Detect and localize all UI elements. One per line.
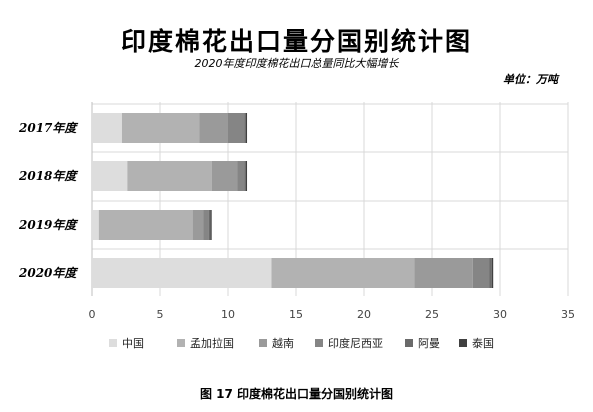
x-tick-label: 15 <box>289 308 303 321</box>
legend-swatch <box>259 339 267 347</box>
bar-segment <box>237 161 245 191</box>
bar-segment <box>489 258 492 288</box>
legend-swatch <box>109 339 117 347</box>
bar-segment <box>211 161 238 191</box>
x-tick-label: 35 <box>561 308 575 321</box>
category-label: 2020年度 <box>18 266 78 280</box>
x-tick-label: 20 <box>357 308 371 321</box>
x-tick-label: 25 <box>425 308 439 321</box>
bar-segment <box>244 113 246 143</box>
bar-segment <box>245 161 248 191</box>
figure-caption: 图 17 印度棉花出口量分国别统计图 <box>199 387 394 401</box>
bar-segment <box>414 258 473 288</box>
legend-swatch <box>405 339 413 347</box>
legend-label: 中国 <box>122 337 144 350</box>
category-label: 2018年度 <box>18 169 78 183</box>
bar-segment <box>271 258 415 288</box>
chart-subtitle: 2020年度印度棉花出口总量同比大幅增长 <box>194 57 399 70</box>
x-tick-label: 5 <box>157 308 164 321</box>
legend-label: 越南 <box>272 336 294 350</box>
x-tick-label: 30 <box>493 308 507 321</box>
x-tick-label: 0 <box>89 308 96 321</box>
bar-segment <box>199 113 228 143</box>
legend-swatch <box>315 339 323 347</box>
bar-segment <box>472 258 490 288</box>
bar-segment <box>203 210 209 240</box>
legend-label: 孟加拉国 <box>190 336 234 350</box>
legend-swatch <box>459 339 467 347</box>
unit-label: 单位：万吨 <box>503 73 558 86</box>
bar-segment <box>228 113 245 143</box>
chart-title: 印度棉花出口量分国别统计图 <box>120 27 472 56</box>
bar-segment <box>208 210 211 240</box>
x-tick-label: 10 <box>221 308 235 321</box>
bar-segment <box>98 210 193 240</box>
category-label: 2017年度 <box>18 121 78 135</box>
bar-segment <box>127 161 212 191</box>
legend-label: 阿曼 <box>418 337 440 350</box>
bar-segment <box>121 113 200 143</box>
bar-segment <box>92 113 122 143</box>
bar-segment <box>92 258 272 288</box>
bar-segment <box>92 161 128 191</box>
legend-label: 泰国 <box>472 336 494 350</box>
bar-segment <box>244 161 246 191</box>
bar-segment <box>245 113 248 143</box>
bar-segment <box>192 210 204 240</box>
category-label: 2019年度 <box>18 218 78 232</box>
bar-segment <box>491 258 494 288</box>
legend-label: 印度尼西亚 <box>328 336 383 350</box>
bar-segment <box>92 210 99 240</box>
legend-swatch <box>177 339 185 347</box>
bar-segment <box>210 210 212 240</box>
